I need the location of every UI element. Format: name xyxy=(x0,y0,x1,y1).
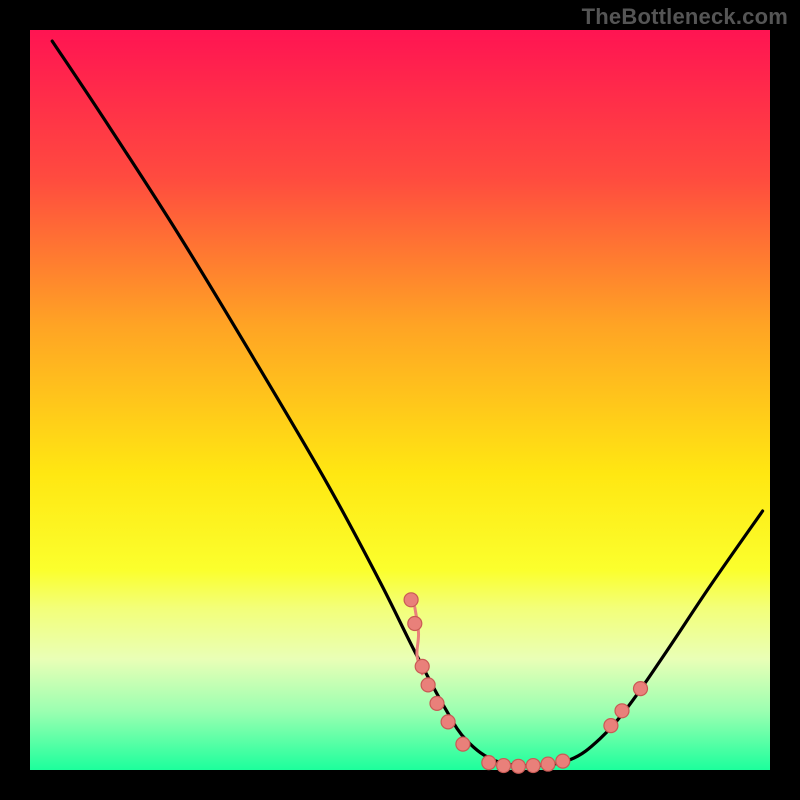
data-marker xyxy=(556,754,570,768)
bottleneck-chart xyxy=(0,0,800,800)
data-marker xyxy=(615,704,629,718)
data-marker xyxy=(497,759,511,773)
data-marker xyxy=(430,696,444,710)
data-marker xyxy=(456,737,470,751)
data-marker xyxy=(511,759,525,773)
chart-container: { "watermark": { "text": "TheBottleneck.… xyxy=(0,0,800,800)
data-marker xyxy=(404,593,418,607)
data-marker xyxy=(441,715,455,729)
data-marker xyxy=(408,616,422,630)
data-marker xyxy=(541,757,555,771)
data-marker xyxy=(415,659,429,673)
gradient-background xyxy=(30,30,770,770)
watermark-text: TheBottleneck.com xyxy=(582,4,788,30)
data-marker xyxy=(604,719,618,733)
data-marker xyxy=(634,682,648,696)
data-marker xyxy=(421,678,435,692)
data-marker xyxy=(526,759,540,773)
data-marker xyxy=(482,756,496,770)
